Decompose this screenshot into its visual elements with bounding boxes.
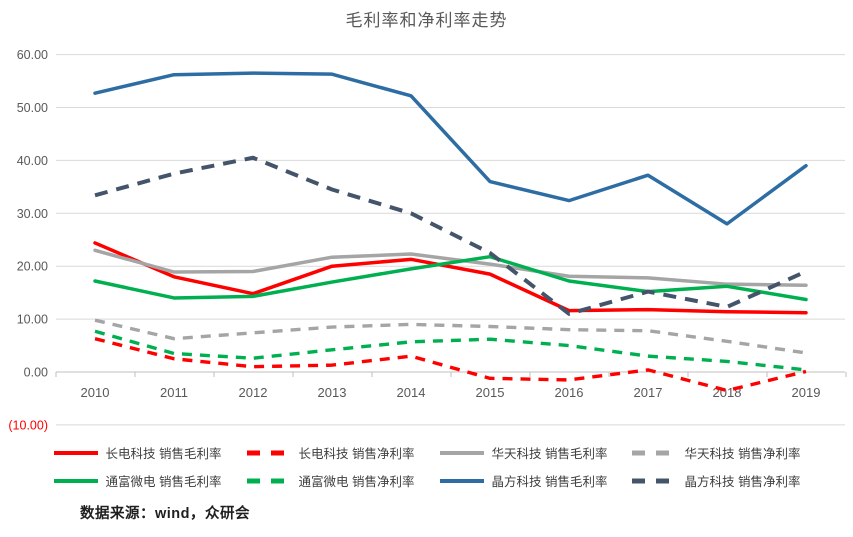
legend-solid-line-swatch — [439, 478, 484, 483]
legend-label: 晶方科技 销售净利率 — [684, 475, 801, 489]
y-tick-label: 0.00 — [24, 366, 48, 380]
y-tick-label: 50.00 — [17, 101, 48, 115]
legend-dashed-line-swatch — [632, 450, 677, 455]
legend-item: 长电科技 销售毛利率 — [53, 443, 222, 462]
y-tick-label: (10.00) — [8, 418, 48, 432]
series-line — [93, 254, 808, 302]
legend-row: 长电科技 销售毛利率 长电科技 销售净利率 华天科技 销售毛利率 华天科技 销售净利率 — [53, 443, 800, 462]
source-note: 数据来源：wind，众研会 — [80, 506, 251, 522]
legend-item: 晶方科技 销售毛利率 — [439, 471, 608, 490]
x-tick-label: 2012 — [239, 385, 268, 400]
y-tick-label: 10.00 — [17, 313, 48, 327]
legend-item: 长电科技 销售净利率 — [246, 443, 415, 462]
legend-label: 通富微电 销售毛利率 — [105, 475, 222, 489]
y-tick-label: 30.00 — [17, 207, 48, 221]
x-tick-label: 2013 — [318, 385, 347, 400]
y-tick-label: 40.00 — [17, 154, 48, 168]
series-line — [94, 318, 807, 355]
x-tick-label: 2019 — [792, 385, 821, 400]
x-tick-label: 2010 — [81, 385, 110, 400]
series-line — [93, 241, 808, 315]
legend-solid-line-swatch — [53, 450, 98, 455]
legend-solid-line-swatch — [53, 478, 98, 483]
legend-dashed-line-swatch — [246, 450, 291, 455]
legend-item: 通富微电 销售毛利率 — [53, 471, 222, 490]
y-tick-label: 20.00 — [17, 260, 48, 274]
series-line — [94, 329, 807, 372]
legend-row: 通富微电 销售毛利率 通富微电 销售净利率 晶方科技 销售毛利率 晶方科技 销售净利率 — [53, 471, 800, 490]
legend-item: 华天科技 销售毛利率 — [439, 443, 608, 462]
legend-label: 晶方科技 销售毛利率 — [491, 475, 608, 489]
series-line — [94, 155, 807, 316]
legend-label: 通富微电 销售净利率 — [298, 475, 415, 489]
legend: 长电科技 销售毛利率 长电科技 销售净利率 华天科技 销售毛利率 华天科技 销售净利率… — [0, 443, 853, 490]
series-line — [94, 337, 807, 393]
x-tick-label: 2017 — [634, 385, 663, 400]
legend-dashed-line-swatch — [632, 478, 677, 483]
y-tick-label: 60.00 — [17, 48, 48, 62]
series-line — [93, 248, 808, 287]
legend-label: 华天科技 销售毛利率 — [491, 447, 608, 461]
series-line — [93, 71, 808, 226]
x-tick-label: 2014 — [397, 385, 426, 400]
legend-dashed-line-swatch — [246, 478, 291, 483]
legend-item: 通富微电 销售净利率 — [246, 471, 415, 490]
legend-label: 长电科技 销售净利率 — [298, 447, 415, 461]
legend-item: 华天科技 销售净利率 — [631, 443, 800, 462]
x-tick-label: 2016 — [555, 385, 584, 400]
x-tick-label: 2015 — [476, 385, 505, 400]
legend-label: 华天科技 销售净利率 — [684, 447, 801, 461]
chart-title: 毛利率和净利率走势 — [345, 11, 508, 30]
legend-label: 长电科技 销售毛利率 — [105, 447, 222, 461]
legend-solid-line-swatch — [439, 450, 484, 455]
x-tick-label: 2011 — [160, 385, 188, 400]
legend-item: 晶方科技 销售净利率 — [631, 471, 800, 490]
